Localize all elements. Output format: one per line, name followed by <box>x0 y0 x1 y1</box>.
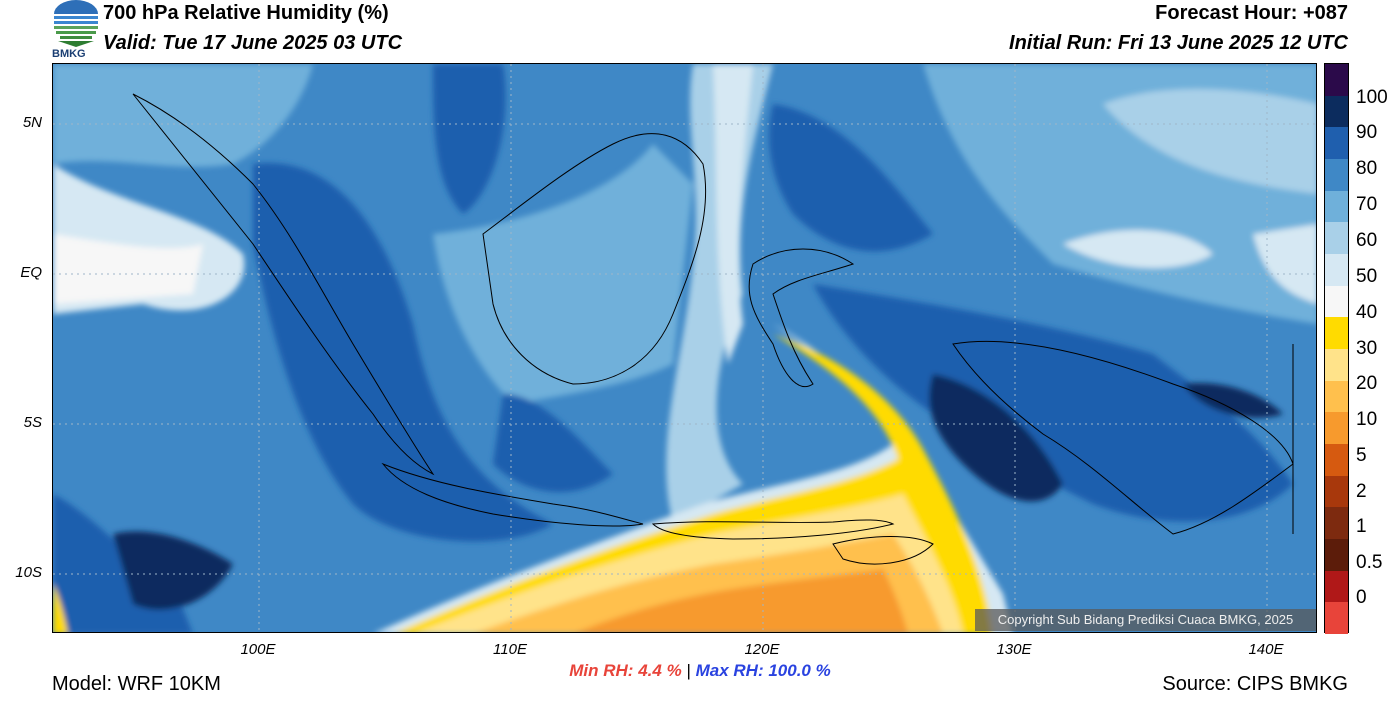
lat-label-5n: 5N <box>22 114 42 131</box>
colorbar-segment <box>1325 444 1348 477</box>
map-canvas <box>53 64 1316 632</box>
chart-title: 700 hPa Relative Humidity (%) <box>103 2 389 24</box>
colorbar-segment <box>1325 222 1348 255</box>
lat-label-eq: EQ <box>20 264 42 281</box>
minmax-separator: | <box>686 661 691 680</box>
colorbar-segment <box>1325 602 1348 635</box>
colorbar-label: 5 <box>1356 445 1367 466</box>
colorbar <box>1324 63 1349 635</box>
colorbar-label: 1 <box>1356 516 1367 537</box>
colorbar-label: 70 <box>1356 194 1378 215</box>
colorbar-label: 10 <box>1356 409 1378 430</box>
max-rh-value: 100.0 % <box>768 661 831 680</box>
model-name: Model: WRF 10KM <box>52 673 221 695</box>
forecast-hour: Forecast Hour: +087 <box>1155 2 1348 24</box>
colorbar-segment <box>1325 127 1348 160</box>
colorbar-segment <box>1325 190 1348 223</box>
colorbar-segment <box>1325 349 1348 382</box>
lon-label-110e: 110E <box>493 641 527 658</box>
logo-text: BMKG <box>52 48 86 60</box>
rh-range: Min RH: 4.4 % | Max RH: 100.0 % <box>0 661 1400 681</box>
lon-label-140e: 140E <box>1248 641 1284 658</box>
min-rh-value: 4.4 % <box>638 661 682 680</box>
bmkg-logo <box>50 0 102 62</box>
max-rh-label: Max RH: <box>695 661 764 680</box>
colorbar-segment <box>1325 285 1348 318</box>
copyright-notice: Copyright Sub Bidang Prediksi Cuaca BMKG… <box>975 609 1316 631</box>
lon-label-130e: 130E <box>996 641 1032 658</box>
data-source: Source: CIPS BMKG <box>1162 673 1348 695</box>
initial-run: Initial Run: Fri 13 June 2025 12 UTC <box>1009 32 1348 54</box>
colorbar-segment <box>1325 317 1348 350</box>
colorbar-segment <box>1325 95 1348 128</box>
lat-label-10s: 10S <box>15 564 42 581</box>
colorbar-label: 20 <box>1356 373 1378 394</box>
colorbar-label: 50 <box>1356 266 1378 287</box>
colorbar-segment <box>1325 254 1348 287</box>
colorbar-label: 0.5 <box>1356 552 1383 573</box>
colorbar-segment <box>1325 64 1348 97</box>
colorbar-segment <box>1325 507 1348 540</box>
colorbar-label: 30 <box>1356 338 1378 359</box>
colorbar-segment <box>1325 570 1348 603</box>
colorbar-segment <box>1325 539 1348 572</box>
colorbar-label: 60 <box>1356 230 1378 251</box>
colorbar-segment <box>1325 380 1348 413</box>
colorbar-segment <box>1325 159 1348 192</box>
colorbar-segment <box>1325 475 1348 508</box>
colorbar-label: 2 <box>1356 481 1367 502</box>
humidity-map <box>52 63 1317 633</box>
colorbar-label: 40 <box>1356 302 1378 323</box>
coastline-outlines <box>132 93 1294 565</box>
lon-label-120e: 120E <box>744 641 780 658</box>
colorbar-label: 100 <box>1356 87 1388 108</box>
lon-label-100e: 100E <box>240 641 276 658</box>
colorbar-label: 0 <box>1356 587 1367 608</box>
lat-label-5s: 5S <box>23 414 42 431</box>
valid-time: Valid: Tue 17 June 2025 03 UTC <box>103 32 403 54</box>
colorbar-label: 90 <box>1356 122 1378 143</box>
colorbar-label: 80 <box>1356 158 1378 179</box>
min-rh-label: Min RH: <box>569 661 634 680</box>
colorbar-segment <box>1325 412 1348 445</box>
